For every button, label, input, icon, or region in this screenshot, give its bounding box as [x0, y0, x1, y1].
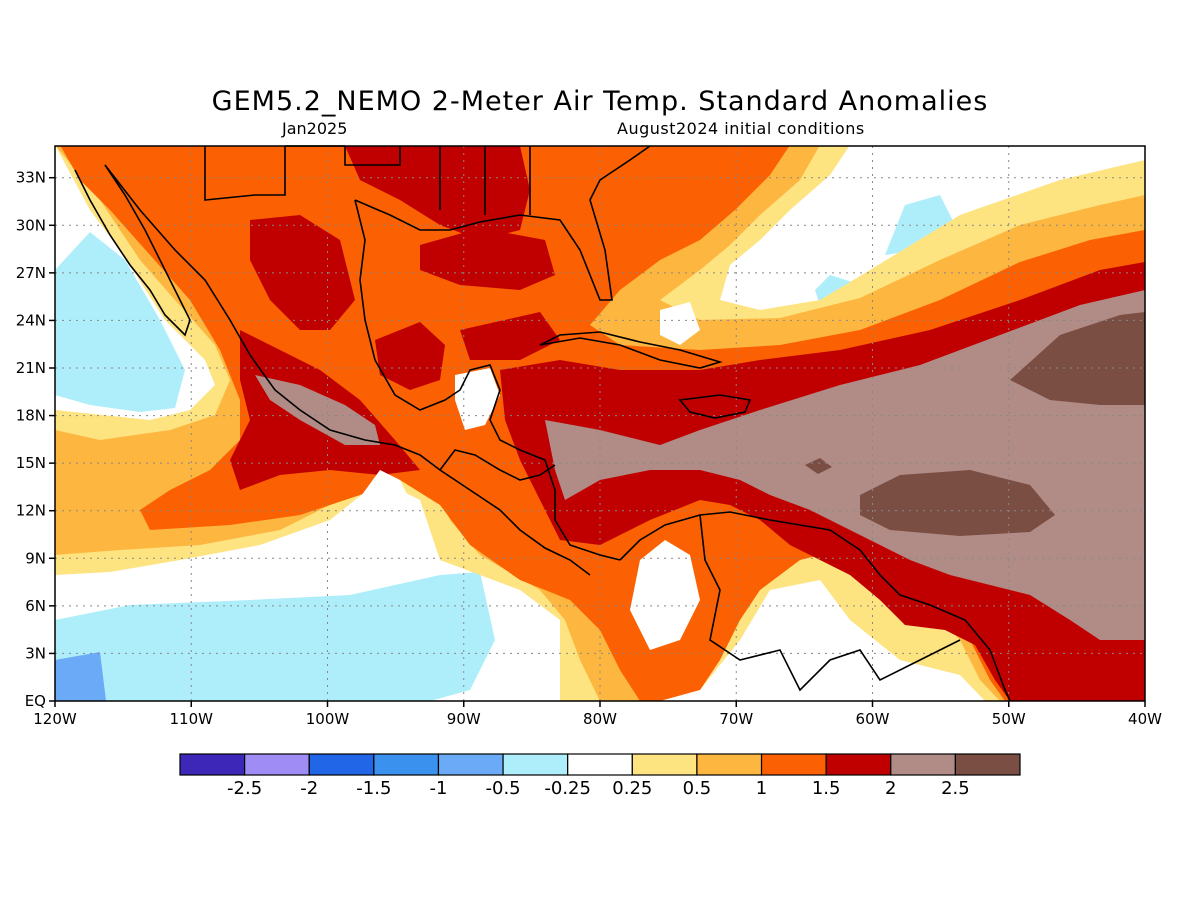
- coastline-baja: [74, 164, 191, 337]
- lon-tick-label: 120W: [33, 710, 77, 728]
- coastline-south-america: [619, 511, 1011, 702]
- coastline-us-gulf: [354, 145, 651, 301]
- cool-region-east-pacific: [55, 232, 185, 412]
- neutral-patch-bahamas: [660, 302, 700, 345]
- colorbar-swatch: [373, 753, 440, 776]
- colorbar-swatch: [954, 753, 1021, 776]
- colorbar-label: -1: [429, 778, 447, 799]
- lat-tick-label: 21N: [16, 359, 46, 377]
- warm4-region-yucatan-channel: [375, 322, 445, 390]
- coastline-mexico-pacific: [104, 164, 591, 576]
- warm5-region-caribbean: [545, 290, 1145, 640]
- colorbar-label: 1: [756, 778, 767, 799]
- lon-tick-label: 70W: [719, 710, 753, 728]
- lat-tick-label: 3N: [25, 644, 46, 662]
- warm6-region-east: [1010, 312, 1145, 405]
- warm4-region-gulf: [420, 228, 555, 290]
- colorbar-swatch: [244, 753, 310, 776]
- colorbar-label: -1.5: [356, 778, 391, 799]
- anomaly-fields: [55, 146, 1145, 701]
- warm6-region-small: [805, 458, 832, 474]
- cool-region-southern-pacific: [55, 572, 495, 701]
- lat-tick-label: 6N: [25, 597, 46, 615]
- border-south-america: [699, 514, 961, 692]
- warm5-region-mexico: [255, 375, 380, 445]
- colorbar-label: -0.5: [486, 778, 521, 799]
- colorbar-swatch: [437, 753, 504, 776]
- valid-period: Jan2025: [282, 119, 348, 138]
- lon-tick-label: 60W: [856, 710, 890, 728]
- colorbar-swatch: [890, 753, 956, 776]
- warm4-region-caribbean-arm: [460, 312, 560, 360]
- warm6-region-center: [860, 470, 1055, 536]
- warm4-region: [250, 215, 355, 330]
- lat-tick-label: 15N: [16, 454, 46, 472]
- cool2-region-southwest: [55, 652, 106, 701]
- colorbar-label: 1.5: [812, 778, 841, 799]
- init-conditions: August2024 initial conditions: [617, 119, 865, 138]
- colorbar-label: -0.25: [544, 778, 591, 799]
- colorbar-swatch: [179, 753, 246, 776]
- lat-tick-label: 9N: [25, 549, 46, 567]
- warm4-region-north: [345, 146, 530, 240]
- colorbar-swatch: [825, 753, 892, 776]
- lon-tick-label: 50W: [992, 710, 1026, 728]
- colorbar-swatch: [631, 753, 698, 776]
- map-title: GEM5.2_NEMO 2-Meter Air Temp. Standard A…: [211, 86, 989, 117]
- neutral-patch-south-america: [630, 540, 700, 650]
- neutral-patch-yucatan: [455, 368, 500, 430]
- colorbar-swatch: [502, 753, 569, 776]
- neutral-patch-amazon: [770, 590, 850, 690]
- lat-tick-label: 33N: [16, 169, 46, 187]
- coastline-cuba: [539, 331, 723, 369]
- colorbar-label: -2.5: [227, 778, 262, 799]
- lat-tick-label: 30N: [16, 216, 46, 234]
- colorbar-label: 2.5: [941, 778, 970, 799]
- neutral-patch-pacific: [340, 470, 440, 575]
- colorbar-swatch: [308, 753, 375, 776]
- coastline-gulf: [354, 199, 621, 561]
- border-mexico-us: [204, 146, 286, 201]
- lon-tick-label: 110W: [170, 710, 214, 728]
- coastline-hispaniola: [678, 394, 752, 419]
- colorbar-label: -2: [300, 778, 318, 799]
- lon-tick-label: 100W: [306, 710, 350, 728]
- colorbar-label: 2: [885, 778, 896, 799]
- colorbar-swatch: [696, 753, 763, 776]
- map-grid: [55, 146, 1145, 701]
- colorbar-swatch: [760, 753, 827, 776]
- border-central-america: [439, 449, 556, 481]
- lon-tick-label: 80W: [583, 710, 617, 728]
- axis-labels: 120W 110W 100W 90W 80W 70W 60W 50W 40W 33N 30N 27N 2…: [16, 169, 1162, 728]
- lat-tick-label: EQ: [25, 692, 46, 710]
- lat-tick-label: 18N: [16, 407, 46, 425]
- lat-tick-label: 24N: [16, 311, 46, 329]
- colorbar-label: 0.25: [612, 778, 652, 799]
- colorbar: -2.5 -2 -1.5 -1 -0.5 -0.25 0.25 0.5 1 1.5 2 2.5: [179, 753, 1021, 799]
- lat-tick-label: 12N: [16, 502, 46, 520]
- colorbar-swatch: [567, 753, 633, 776]
- lat-tick-label: 27N: [16, 264, 46, 282]
- lon-tick-label: 40W: [1128, 710, 1162, 728]
- cool-region-atlantic: [885, 195, 955, 255]
- colorbar-label: 0.5: [683, 778, 712, 799]
- lon-tick-label: 90W: [447, 710, 481, 728]
